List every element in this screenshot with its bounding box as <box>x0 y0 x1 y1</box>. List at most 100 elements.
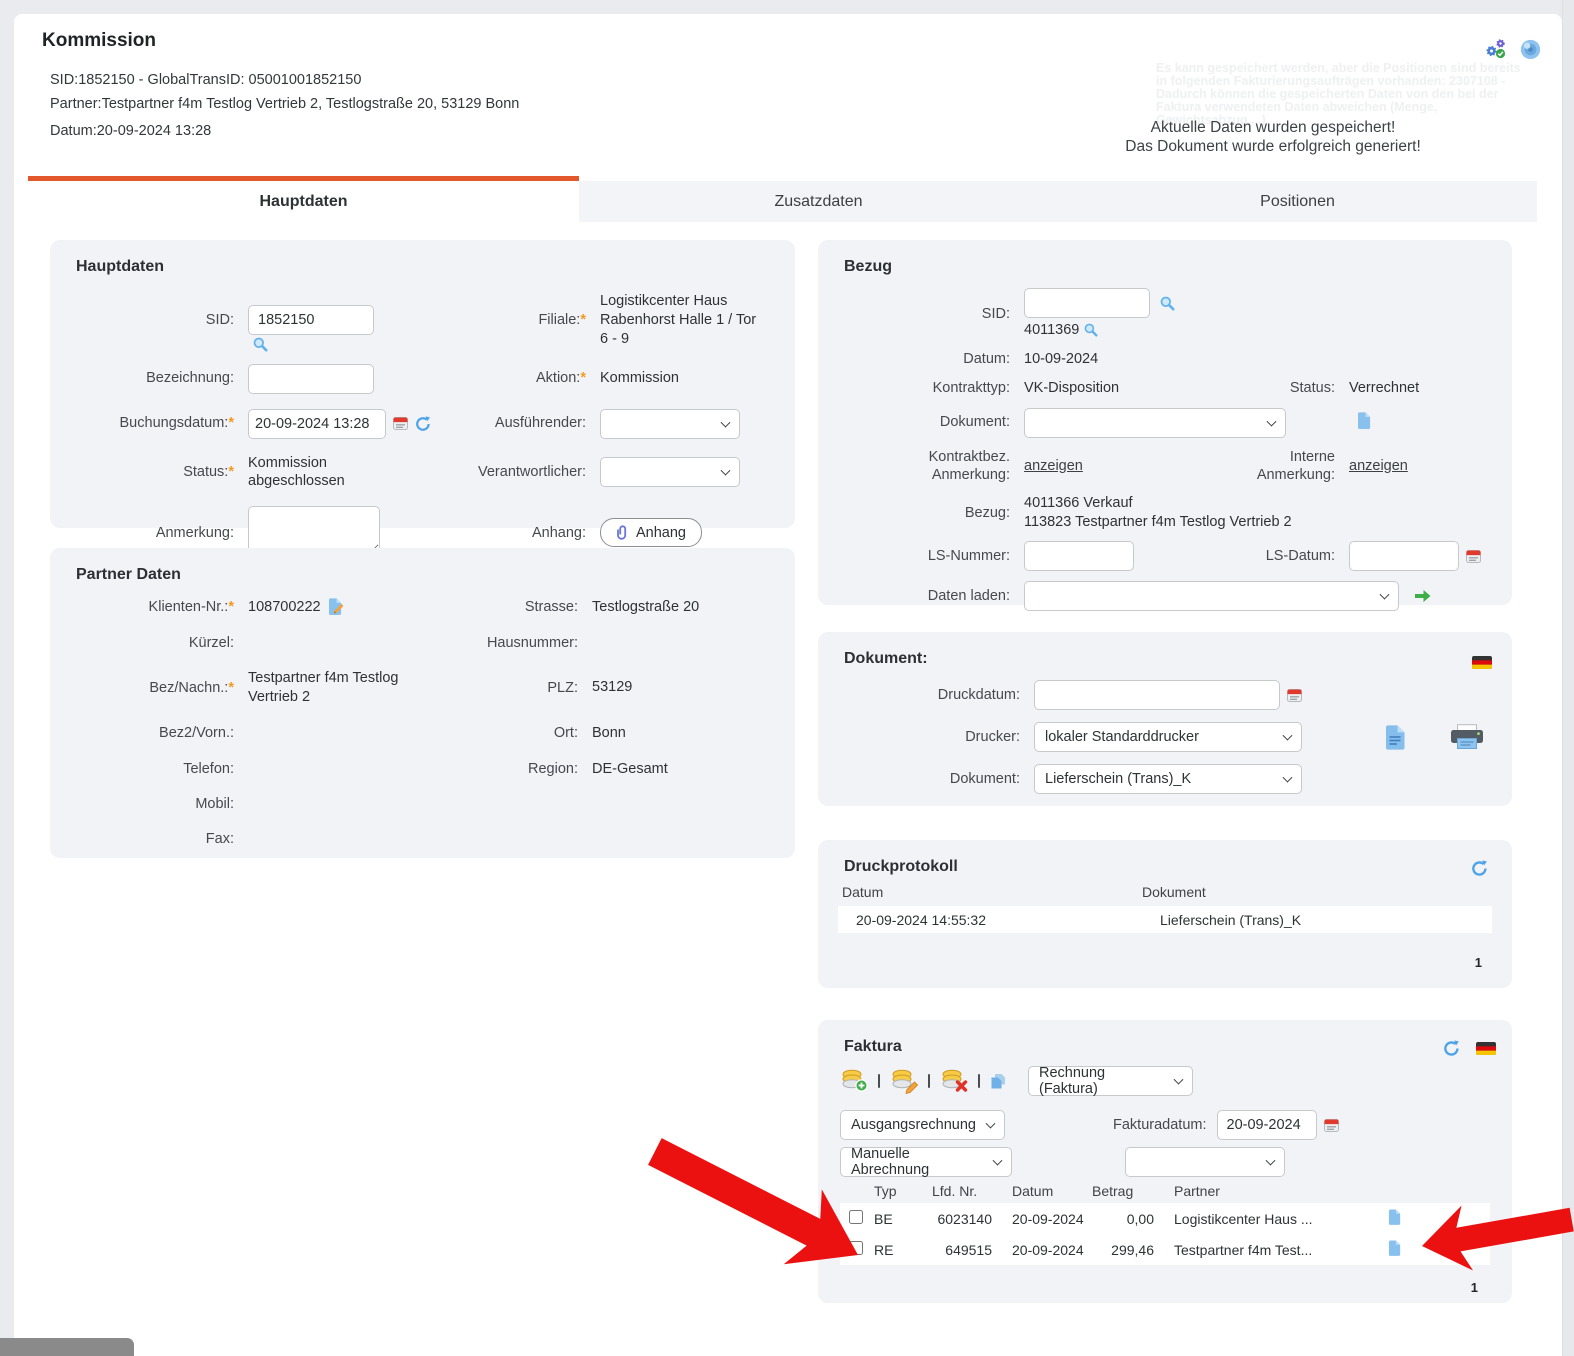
ls-datum-calendar-icon[interactable] <box>1466 549 1481 564</box>
druckprotokoll-table-row[interactable]: 20-09-2024 14:55:32 Lieferschein (Trans)… <box>838 906 1492 933</box>
column-header-datum: Datum <box>842 884 884 900</box>
bezug-datum-value: 10-09-2024 <box>1024 350 1099 367</box>
verantwortlicher-select[interactable] <box>600 457 740 488</box>
bezug-dokument-select[interactable] <box>1024 407 1286 438</box>
druckprotokoll-refresh-icon[interactable] <box>1471 860 1488 877</box>
row-typ: RE <box>874 1241 894 1258</box>
interne-anzeigen-link[interactable]: anzeigen <box>1349 457 1408 474</box>
row-typ: BE <box>874 1210 893 1227</box>
ls-datum-input[interactable] <box>1349 541 1459 572</box>
ls-nummer-input[interactable] <box>1024 541 1134 572</box>
druckprotokoll-page-number[interactable]: 1 <box>1474 955 1482 970</box>
chevron-down-icon <box>720 466 731 476</box>
kontraktbez-anzeigen-link[interactable]: anzeigen <box>1024 457 1083 474</box>
dokument-typ-label: Dokument: <box>949 770 1020 787</box>
faktura-row-checkbox[interactable] <box>849 1241 863 1255</box>
daten-laden-green-arrow-icon[interactable] <box>1415 589 1431 603</box>
faktura-table-row[interactable]: BE 6023140 20-09-2024 0,00 Logistikcente… <box>840 1203 1490 1234</box>
rechnungsrichtung-select[interactable]: Ausgangsrechnung <box>840 1110 1005 1140</box>
faktura-type-select[interactable]: Rechnung (Faktura) <box>1028 1065 1193 1097</box>
filiale-label: Filiale:* <box>538 312 586 329</box>
faktura-table-row[interactable]: RE 649515 20-09-2024 299,46 Testpartner … <box>840 1234 1490 1265</box>
tab-zusatzdaten[interactable]: Zusatzdaten <box>579 181 1058 222</box>
toolbar-separator <box>878 1074 880 1088</box>
row-file-icon[interactable] <box>1388 1209 1401 1225</box>
bezug-ref-line1: 4011366 Verkauf <box>1024 494 1133 511</box>
anhang-button[interactable]: Anhang <box>600 518 702 548</box>
coins-delete-icon[interactable] <box>940 1068 968 1095</box>
faktura-extra-select[interactable] <box>1125 1147 1285 1177</box>
bez-nachn-value: Testpartner f4m Testlog Vertrieb 2 <box>248 669 399 705</box>
status-message-saved: Aktuelle Daten wurden gespeichert! <box>1150 119 1396 136</box>
chevron-down-icon <box>1379 590 1390 601</box>
ls-datum-label: LS-Datum: <box>1265 548 1335 565</box>
fakturadatum-calendar-icon[interactable] <box>1323 1118 1339 1133</box>
copy-icon[interactable] <box>990 1073 1006 1089</box>
panel-faktura: Faktura Rechnung (Faktura) Ausgangsrechn… <box>818 1020 1512 1303</box>
abrechnungsart-select[interactable]: Manuelle Abrechnung <box>840 1146 1012 1178</box>
faktura-page-number[interactable]: 1 <box>1470 1280 1478 1295</box>
coins-edit-icon[interactable] <box>890 1068 918 1095</box>
header-partner-line: Partner:Testpartner f4m Testlog Vertrieb… <box>50 96 520 112</box>
globe-icon[interactable] <box>1520 39 1541 60</box>
services-gears-icon[interactable] <box>1484 38 1508 60</box>
status-messages: Aktuelle Daten wurden gespeichert! Das D… <box>1032 118 1514 156</box>
status-label: Status:* <box>183 464 234 481</box>
bezug-linked-sid-magnifier-icon[interactable] <box>1084 323 1098 337</box>
buchungsdatum-calendar-icon[interactable] <box>393 416 408 431</box>
bezug-dokument-label: Dokument: <box>939 414 1010 431</box>
row-lfd-nr: 649515 <box>945 1241 992 1258</box>
sid-input[interactable] <box>248 305 374 336</box>
header-datum-line: Datum:20-09-2024 13:28 <box>50 123 212 139</box>
bezug-ref-line2: 113823 Testpartner f4m Testlog Vertrieb … <box>1024 513 1292 530</box>
buchungsdatum-input[interactable] <box>248 408 386 439</box>
druckdatum-calendar-icon[interactable] <box>1287 688 1302 703</box>
panel-partner-title: Partner Daten <box>76 566 181 583</box>
hausnummer-label: Hausnummer: <box>486 634 578 651</box>
bezug-sid-input[interactable] <box>1024 288 1150 318</box>
fakturadatum-input[interactable] <box>1216 1110 1317 1140</box>
tab-hauptdaten[interactable]: Hauptdaten <box>28 176 579 222</box>
tab-positionen[interactable]: Positionen <box>1058 181 1537 222</box>
printer-icon[interactable] <box>1450 724 1484 750</box>
panel-partner-daten: Partner Daten Klienten-Nr.:* 108700222 S… <box>50 548 795 858</box>
row-betrag: 0,00 <box>1126 1210 1154 1227</box>
faktura-row-checkbox[interactable] <box>849 1210 863 1224</box>
kuerzel-label: Kürzel: <box>188 634 234 651</box>
daten-laden-label: Daten laden: <box>927 588 1010 605</box>
drucker-select[interactable]: lokaler Standarddrucker <box>1034 722 1302 752</box>
druckprotokoll-row-datum: 20-09-2024 14:55:32 <box>856 911 986 928</box>
toolbar-separator <box>928 1074 930 1088</box>
coins-add-icon[interactable] <box>840 1068 868 1095</box>
ausfuehrender-select[interactable] <box>600 408 740 439</box>
sid-search-magnifier-icon[interactable] <box>253 337 268 352</box>
scrollbar-track[interactable] <box>1562 0 1574 1356</box>
dokument-typ-select[interactable]: Lieferschein (Trans)_K <box>1034 764 1302 794</box>
plz-label: PLZ: <box>547 679 578 696</box>
fax-label: Fax: <box>205 831 234 848</box>
dokument-german-flag-icon[interactable] <box>1472 656 1492 669</box>
row-partner: Logistikcenter Haus ... <box>1174 1210 1313 1227</box>
ausfuehrender-label: Ausführender: <box>494 415 586 432</box>
fakturadatum-label: Fakturadatum: <box>1113 1116 1207 1133</box>
dokument-preview-file-icon[interactable] <box>1385 724 1406 750</box>
bezug-datum-label: Datum: <box>963 351 1010 368</box>
bezug-sid-label: SID: <box>981 305 1010 322</box>
anmerkung-textarea[interactable] <box>248 506 380 555</box>
bezug-status-value: Verrechnet <box>1349 379 1420 396</box>
faktura-german-flag-icon[interactable] <box>1476 1042 1496 1055</box>
druckdatum-input[interactable] <box>1034 680 1280 710</box>
bezug-ref-label: Bezug: <box>964 504 1010 521</box>
bezeichnung-input[interactable] <box>248 363 374 394</box>
bezug-dokument-file-icon[interactable] <box>1357 411 1371 429</box>
status-tooltip-bar <box>0 1338 134 1356</box>
daten-laden-select[interactable] <box>1024 581 1399 612</box>
header-sid-line: SID:1852150 - GlobalTransID: 05001001852… <box>50 72 362 88</box>
bezug-sid-magnifier-icon[interactable] <box>1160 295 1175 311</box>
filiale-value: Logistikcenter Haus Rabenhorst Halle 1 /… <box>600 293 757 347</box>
faktura-refresh-icon[interactable] <box>1443 1040 1460 1057</box>
klienten-nr-file-edit-icon[interactable] <box>328 598 343 616</box>
row-file-icon[interactable] <box>1388 1240 1401 1256</box>
column-header-dokument: Dokument <box>1142 884 1206 900</box>
paperclip-icon <box>616 525 628 540</box>
